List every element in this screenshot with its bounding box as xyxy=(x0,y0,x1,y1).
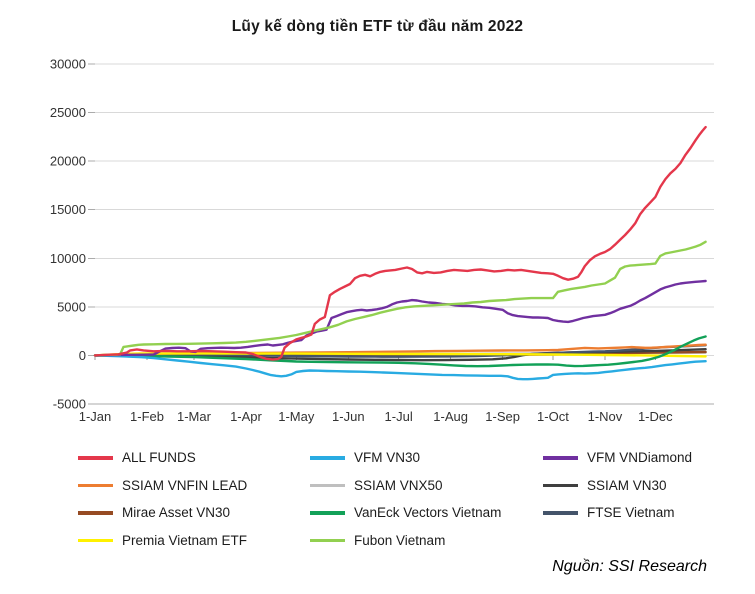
legend-label: VFM VN30 xyxy=(354,450,421,466)
legend-swatch-vaneck-vectors-vietnam xyxy=(310,511,345,515)
legend-swatch-ssiam-vn30 xyxy=(543,483,578,487)
y-axis-label: -5000 xyxy=(53,397,86,412)
x-axis-label: 1-Feb xyxy=(130,409,164,424)
x-axis-label: 1-Sep xyxy=(485,409,520,424)
legend-item-vfm-vndiamond: VFM VNDiamond xyxy=(543,450,738,465)
chart-title: Lũy kế dòng tiền ETF từ đầu năm 2022 xyxy=(231,18,524,35)
cashflow-line-chart: -5000 0 5000 10000 15000 20000 25000 30000 1-Jan… xyxy=(50,57,714,424)
series-line-vaneck-vectors-vietnam xyxy=(93,335,707,368)
legend-label: VFM VNDiamond xyxy=(587,450,693,466)
y-axis-label: 15000 xyxy=(50,202,86,217)
x-axis-label: 1-Mar xyxy=(177,409,212,424)
legend-item-premia-vietnam-etf: Premia Vietnam ETF xyxy=(78,533,310,548)
series-line-vfm-vn30 xyxy=(93,354,707,381)
x-axis-label: 1-Oct xyxy=(537,409,569,424)
legend-swatch-ftse-vietnam xyxy=(543,511,578,515)
legend-label: VanEck Vectors Vietnam xyxy=(354,505,502,521)
legend-item-ftse-vietnam: FTSE Vietnam xyxy=(543,505,738,520)
legend-item-mirae-asset-vn30: Mirae Asset VN30 xyxy=(78,505,310,520)
x-axis-label: 1-May xyxy=(278,409,315,424)
series-line-premia-vietnam-etf xyxy=(93,352,707,358)
series-line-vfm-vndiamond xyxy=(93,279,707,357)
legend-item-ssiam-vnfin-lead: SSIAM VNFIN LEAD xyxy=(78,478,310,493)
legend-label: Premia Vietnam ETF xyxy=(122,532,248,548)
legend-label: ALL FUNDS xyxy=(122,450,196,466)
legend-label: Mirae Asset VN30 xyxy=(122,505,231,521)
source-note: Nguồn: SSI Research xyxy=(552,558,707,575)
legend-item-fubon-vietnam: Fubon Vietnam xyxy=(310,533,543,548)
legend-swatch-fubon-vietnam xyxy=(310,538,345,542)
y-axis-label: 30000 xyxy=(50,57,86,72)
legend-swatch-ssiam-vnx50 xyxy=(310,483,345,487)
x-axis-label: 1-Jan xyxy=(79,409,112,424)
legend-swatch-mirae-asset-vn30 xyxy=(78,511,113,515)
x-axis-label: 1-Nov xyxy=(588,409,623,424)
x-axis-label: 1-Jun xyxy=(332,409,365,424)
legend-swatch-premia-vietnam-etf xyxy=(78,538,113,542)
series-line-all-funds xyxy=(93,125,707,361)
x-axis-label: 1-Aug xyxy=(433,409,468,424)
legend-item-ssiam-vnx50: SSIAM VNX50 xyxy=(310,478,543,493)
legend-item-all-funds: ALL FUNDS xyxy=(78,450,310,465)
y-axis-label: 25000 xyxy=(50,105,86,120)
legend-label: SSIAM VN30 xyxy=(587,477,667,493)
legend-item-ssiam-vn30: SSIAM VN30 xyxy=(543,478,738,493)
legend-label: Fubon Vietnam xyxy=(354,532,446,548)
y-axis-label: 5000 xyxy=(57,299,86,314)
y-axis-label: 0 xyxy=(79,348,86,363)
legend-swatch-vfm-vn30 xyxy=(310,456,345,460)
legend-item-vfm-vn30: VFM VN30 xyxy=(310,450,543,465)
series-line-fubon-vietnam xyxy=(93,240,707,357)
legend-swatch-all-funds xyxy=(78,456,113,460)
legend-label: SSIAM VNX50 xyxy=(354,477,443,493)
legend-item-vaneck-vectors-vietnam: VanEck Vectors Vietnam xyxy=(310,505,543,520)
x-axis-label: 1-Jul xyxy=(385,409,413,424)
y-axis-label: 10000 xyxy=(50,251,86,266)
x-axis-label: 1-Dec xyxy=(638,409,673,424)
legend-swatch-ssiam-vnfin-lead xyxy=(78,483,113,487)
legend-label: SSIAM VNFIN LEAD xyxy=(122,477,248,493)
x-axis-label: 1-Apr xyxy=(230,409,262,424)
y-axis-label: 20000 xyxy=(50,154,86,169)
chart-legend: ALL FUNDS VFM VN30 VFM VNDiamond SSIAM VNFI… xyxy=(78,444,738,554)
legend-label: FTSE Vietnam xyxy=(587,505,675,521)
legend-swatch-vfm-vndiamond xyxy=(543,456,578,460)
